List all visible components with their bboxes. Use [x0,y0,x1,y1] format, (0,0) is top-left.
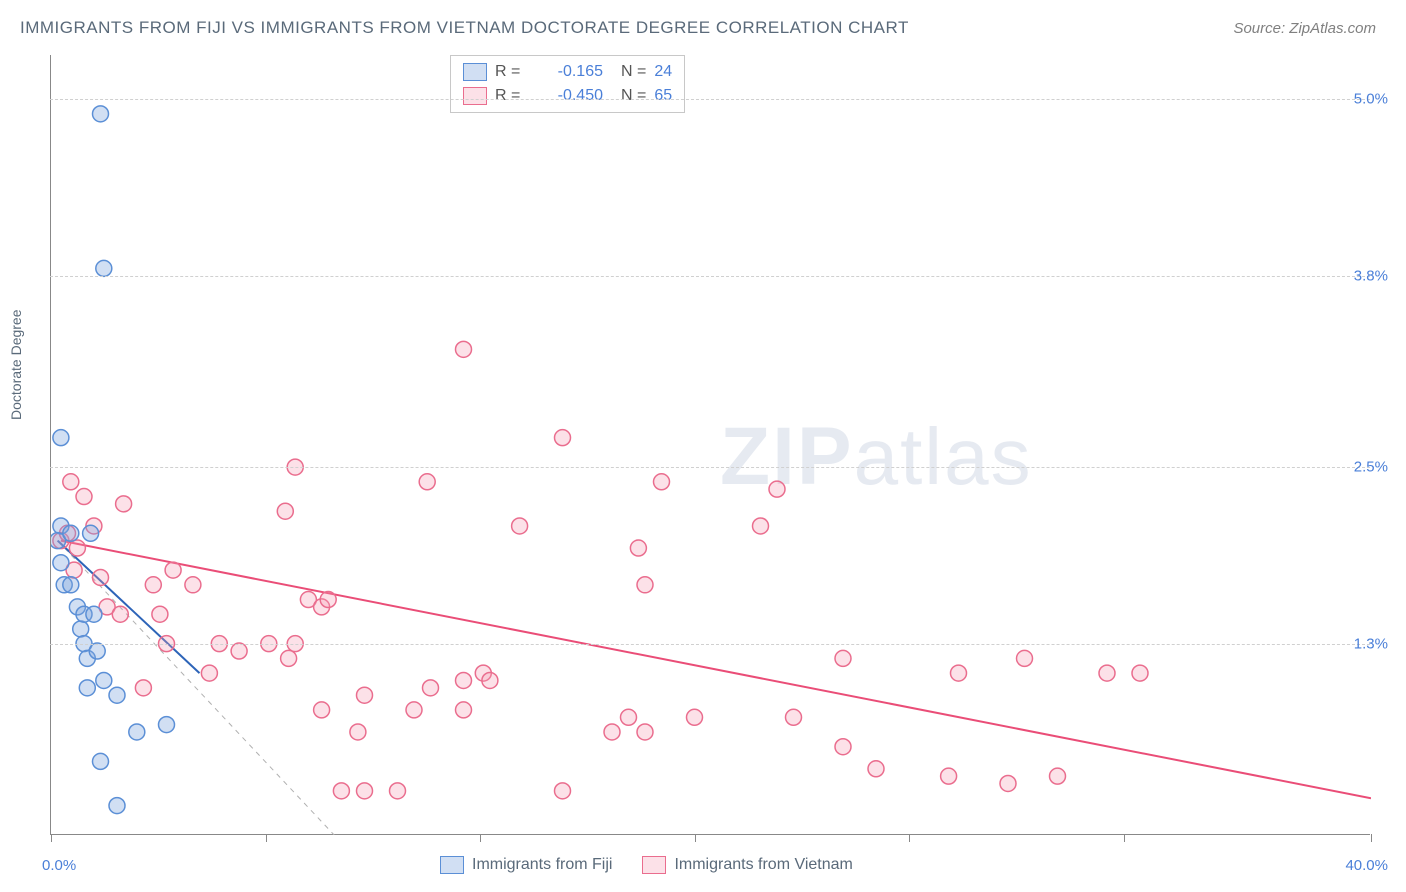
legend-row-fiji: R = -0.165 N = 24 [463,60,672,84]
y-axis-label: Doctorate Degree [8,309,24,420]
legend-item-fiji: Immigrants from Fiji [440,856,612,874]
x-tick [1124,834,1125,842]
y-tick-label: 3.8% [1354,267,1388,284]
series-legend: Immigrants from Fiji Immigrants from Vie… [440,856,853,874]
r-value-vietnam: -0.450 [533,84,603,108]
x-tick [480,834,481,842]
scatter-svg [51,55,1371,835]
correlation-legend: R = -0.165 N = 24 R = -0.450 N = 65 [450,55,685,113]
r-value-fiji: -0.165 [533,60,603,84]
x-tick-label-min: 0.0% [42,857,76,874]
y-tick-label: 1.3% [1354,635,1388,652]
gridline [50,99,1370,100]
legend-label-fiji: Immigrants from Fiji [472,856,612,874]
x-tick [695,834,696,842]
r-label: R = [495,60,525,84]
swatch-vietnam [642,856,666,874]
swatch-fiji [440,856,464,874]
plot-area [50,55,1370,835]
x-tick-label-max: 40.0% [1345,857,1388,874]
legend-row-vietnam: R = -0.450 N = 65 [463,84,672,108]
r-label: R = [495,84,525,108]
n-value-fiji: 24 [654,60,672,84]
gridline [50,644,1370,645]
n-value-vietnam: 65 [654,84,672,108]
x-tick [51,834,52,842]
x-tick [1371,834,1372,842]
swatch-fiji [463,63,487,81]
swatch-vietnam [463,87,487,105]
n-label: N = [621,60,646,84]
gridline [50,276,1370,277]
x-tick [266,834,267,842]
chart-title: IMMIGRANTS FROM FIJI VS IMMIGRANTS FROM … [20,18,909,38]
y-tick-label: 2.5% [1354,459,1388,476]
source-attribution: Source: ZipAtlas.com [1233,20,1376,37]
legend-item-vietnam: Immigrants from Vietnam [642,856,852,874]
y-tick-label: 5.0% [1354,91,1388,108]
x-tick [909,834,910,842]
gridline [50,467,1370,468]
legend-label-vietnam: Immigrants from Vietnam [674,856,852,874]
n-label: N = [621,84,646,108]
